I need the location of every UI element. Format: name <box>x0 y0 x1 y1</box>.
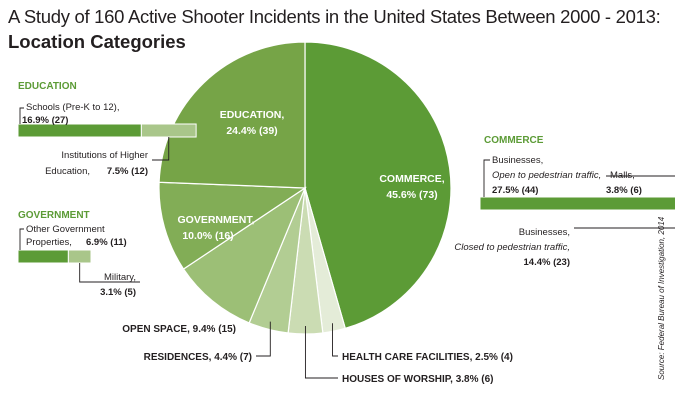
slice-label-health-care: HEALTH CARE FACILITIES, 2.5% (4) <box>342 352 513 363</box>
label-businesses-closed-2: Closed to pedestrian traffic, <box>454 242 570 253</box>
label-malls: Malls, <box>610 170 635 181</box>
pie-slice-education <box>158 41 306 189</box>
pie-chart <box>158 41 452 335</box>
slice-value-education: 24.4% (39) <box>226 125 277 137</box>
leader-malls <box>606 175 675 177</box>
label-schools: Schools (Pre-K to 12), <box>26 102 119 113</box>
slice-value-government: 10.0% (16) <box>182 230 233 242</box>
section-header-commerce: COMMERCE <box>484 135 544 146</box>
leader-businesses-open <box>483 159 490 197</box>
leader-military <box>79 263 140 283</box>
source-note: Source: Federal Bureau of Investigation,… <box>657 216 666 380</box>
pie-slice-open-space <box>182 186 307 324</box>
chart-title: A Study of 160 Active Shooter Incidents … <box>8 6 661 27</box>
slice-label-government: GOVERNMENT, <box>177 214 254 226</box>
value-businesses-open: 27.5% (44) <box>492 185 538 196</box>
label-military: Military, <box>104 272 136 283</box>
label-businesses-closed-1: Businesses, <box>519 227 570 238</box>
value-higher-ed: 7.5% (12) <box>107 166 148 177</box>
leader-health-care <box>332 323 338 357</box>
slice-label-open-space: OPEN SPACE, 9.4% (15) <box>122 324 236 335</box>
slice-label-education: EDUCATION, <box>220 109 285 121</box>
leader-other-government <box>19 228 24 250</box>
pie-labels: COMMERCE, 45.6% (73) EDUCATION, 24.4% (39) G… <box>122 109 513 385</box>
leader-higher-ed <box>152 137 170 161</box>
label-higher-ed-2: Education, <box>45 166 90 177</box>
label-other-government-1: Other Government <box>26 224 105 235</box>
value-malls: 3.8% (6) <box>606 185 642 196</box>
value-schools: 16.9% (27) <box>22 115 68 126</box>
leader-residences <box>256 321 271 357</box>
slice-label-residences: RESIDENCES, 4.4% (7) <box>144 352 252 363</box>
chart-subtitle: Location Categories <box>8 31 186 52</box>
pie-slice-government <box>158 181 307 270</box>
value-other-government: 6.9% (11) <box>86 237 127 248</box>
slice-label-houses-of-worship: HOUSES OF WORSHIP, 3.8% (6) <box>342 374 494 385</box>
label-businesses-open-2: Open to pedestrian traffic, <box>492 170 601 181</box>
label-businesses-open-1: Businesses, <box>492 155 543 166</box>
value-military: 3.1% (5) <box>100 287 136 298</box>
slice-value-commerce: 45.6% (73) <box>386 189 437 201</box>
bar-government-1 <box>67 249 92 264</box>
breakdown-bars: EDUCATION Schools (Pre-K to 12), 16.9% (27… <box>17 81 675 298</box>
leader-schools <box>19 107 24 124</box>
slice-label-commerce: COMMERCE, <box>379 173 444 185</box>
label-higher-ed-1: Institutions of Higher <box>61 150 148 161</box>
value-businesses-closed: 14.4% (23) <box>524 257 570 268</box>
pie-slice-commerce <box>304 41 452 330</box>
bar-commerce-0 <box>479 196 675 211</box>
leader-businesses-closed <box>574 227 675 229</box>
bar-education-1 <box>140 123 197 138</box>
leader-houses-of-worship <box>304 325 338 379</box>
section-header-education: EDUCATION <box>18 81 77 92</box>
label-other-government-2: Properties, <box>26 237 72 248</box>
section-header-government: GOVERNMENT <box>18 210 90 221</box>
bar-government-0 <box>17 249 69 264</box>
